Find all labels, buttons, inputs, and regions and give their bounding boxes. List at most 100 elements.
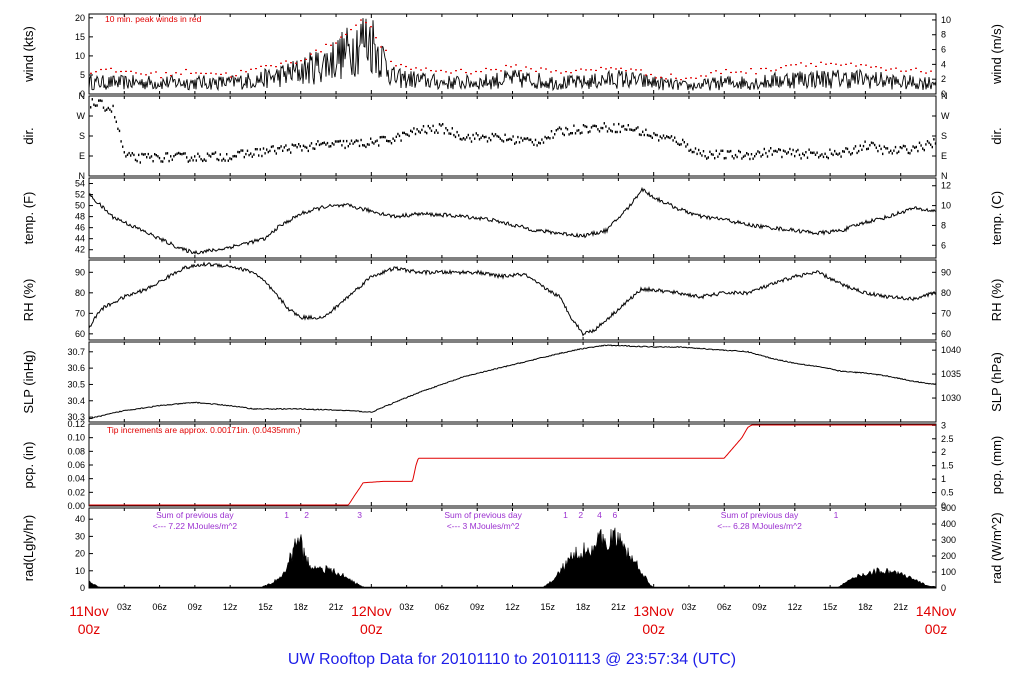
dir-point [210,155,212,158]
x-tick-label: 15z [541,602,556,612]
y-tick-label-left: 40 [75,514,85,524]
dir-point [616,130,618,134]
panel-slp [88,341,937,423]
dir-point [922,147,924,150]
dir-point [285,144,287,147]
dir-point [661,136,663,140]
dir-point [179,152,181,156]
y-tick-label-left: 70 [75,308,85,318]
dir-point [560,127,562,131]
dir-point [379,136,381,139]
dir-point [501,139,503,142]
dir-point [845,147,847,150]
dir-point [438,123,441,126]
dir-point [461,138,463,141]
dir-point [846,147,849,151]
y-tick-label-right: 10 [941,15,951,25]
y-tick-label-right: 4 [941,59,946,69]
dir-point [917,149,919,153]
dir-point [174,153,177,156]
y-tick-label-left: 90 [75,267,85,277]
dir-point [360,138,362,142]
dir-point [290,151,292,154]
dir-point [746,152,748,155]
y-axis-label-left: temp. (F) [21,192,36,245]
y-tick-label-left: 0 [80,583,85,593]
y-tick-label-left: 60 [75,329,85,339]
dir-point [883,145,885,148]
dir-point [216,157,218,161]
y-tick-label-left: 0.12 [67,419,85,429]
series-pcp [89,424,936,506]
dir-point [654,133,657,137]
dir-point [243,155,245,159]
dir-point [278,147,281,150]
legend-note: 10 min. peak winds in red [105,14,202,24]
dir-point [123,151,125,154]
dir-point [306,146,308,149]
x-tick-label: 18z [576,602,591,612]
panel-frame [88,259,937,341]
dir-point [469,137,471,140]
dir-point [875,146,877,149]
dir-point [901,146,903,150]
y-tick-label-left: 30.5 [67,379,85,389]
dir-point [590,126,593,129]
dir-point [789,147,791,151]
y-tick-label-left: 15 [75,32,85,42]
dir-point [453,133,455,137]
dir-point [662,134,665,137]
dir-point [133,153,135,157]
dir-point [336,140,338,143]
dir-point [291,143,293,146]
dir-point [696,152,698,156]
dir-point [926,140,929,143]
dir-point [218,158,220,162]
dir-point [230,157,233,161]
dir-point [490,138,492,142]
dir-point [530,138,532,141]
dir-point [171,158,173,161]
dir-point [426,131,428,135]
dir-point [264,152,266,155]
x-date-label: 00z [642,621,665,637]
dir-point [182,152,185,155]
dir-point [806,156,809,159]
dir-point [245,152,247,156]
legend-note: Tip increments are approx. 0.00171in. (0… [107,425,301,435]
dir-point [333,143,335,146]
dir-point [856,151,858,155]
dir-point [165,152,167,155]
dir-point [794,154,796,158]
dir-point [234,154,236,158]
dir-point [880,147,882,151]
dir-point [248,153,250,157]
dir-point [354,140,356,144]
dir-point [413,127,415,130]
dir-point [250,152,252,155]
dir-point [821,153,823,156]
dir-point [154,153,156,156]
dir-point [482,134,484,137]
dir-point [163,157,165,160]
panel-frame [88,341,937,423]
dir-point [918,141,921,144]
dir-point [589,130,591,133]
dir-point [498,135,500,138]
x-date-label: 11Nov [69,603,108,619]
dir-point [477,134,479,137]
dir-point [824,152,826,155]
dir-point [362,144,364,147]
dir-point [424,130,426,134]
dir-point [458,134,460,137]
y-tick-label-left: 48 [75,212,85,222]
dir-point [790,153,793,156]
y-tick-label-right: 12 [941,181,951,191]
dir-point [350,139,353,142]
dir-point [630,128,633,131]
dir-point [664,137,666,140]
dir-point [102,106,105,109]
y-axis-label-left: SLP (inHg) [21,350,36,413]
y-tick-label-left: 0.10 [67,433,85,443]
dir-point [462,137,465,140]
